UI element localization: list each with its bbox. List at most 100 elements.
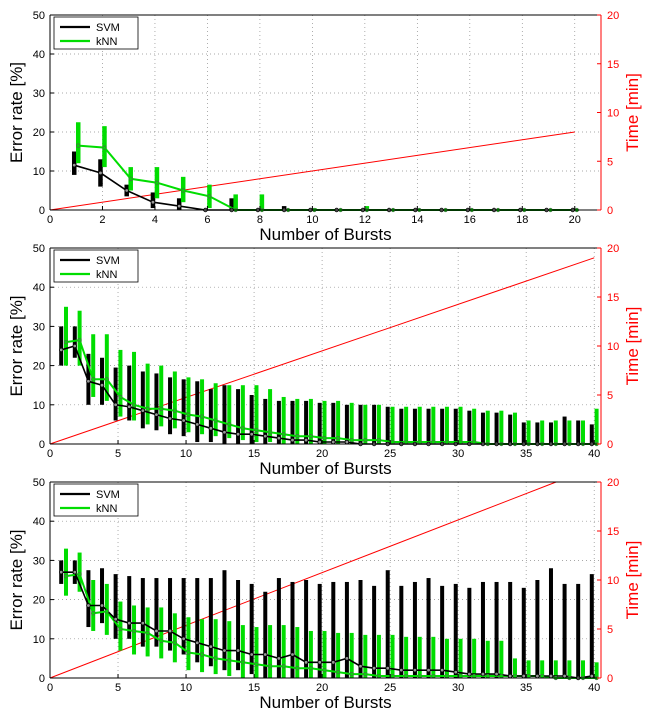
svm-point (412, 667, 418, 673)
knn-point (444, 439, 450, 445)
knn-point (281, 664, 286, 669)
knn-point (404, 673, 409, 679)
x-tick-label: 10 (180, 448, 192, 460)
knn-bar (186, 617, 191, 671)
knn-bar (227, 621, 232, 677)
y2-axis-label: Time [min] (623, 307, 642, 386)
x-tick-label: 10 (180, 682, 192, 694)
svm-point (344, 656, 350, 661)
knn-point (213, 656, 218, 661)
svm-bar (154, 578, 159, 647)
svm-bar (304, 580, 309, 678)
knn-point (512, 673, 518, 679)
svm-point (344, 439, 350, 445)
knn-bar (322, 400, 327, 444)
svm-bar (576, 420, 581, 444)
knn-bar (159, 365, 164, 427)
legend-box (53, 16, 139, 50)
knn-bar (75, 122, 81, 164)
y2-tick-label: 20 (607, 243, 619, 255)
x-tick-label: 0 (47, 448, 53, 460)
x-tick-label: 30 (452, 682, 464, 694)
svm-bar (249, 583, 254, 675)
svm-bar (440, 585, 445, 678)
y-tick-label: 20 (33, 127, 45, 139)
svm-bar (453, 408, 458, 444)
knn-point (227, 422, 232, 427)
knn-point (145, 406, 150, 411)
x-tick-label: 35 (520, 448, 532, 460)
knn-bar (444, 406, 449, 444)
knn-point (363, 671, 368, 677)
svm-point (235, 432, 241, 437)
knn-point (267, 664, 273, 669)
y2-tick-label: 5 (607, 624, 613, 636)
svm-point (98, 170, 103, 176)
x-tick-label: 4 (152, 214, 158, 226)
knn-bar (254, 385, 259, 443)
knn-point (540, 673, 545, 679)
knn-bar (233, 194, 238, 210)
svm-point (276, 435, 282, 441)
knn-bar (526, 660, 531, 678)
y-axis-label: Error rate [%] (7, 295, 26, 396)
knn-bar (499, 640, 504, 678)
svm-point (249, 652, 254, 657)
svm-bar (181, 379, 186, 437)
knn-bar (404, 636, 409, 678)
svm-point (195, 422, 200, 427)
knn-bar (336, 400, 341, 444)
svm-bar (562, 583, 567, 678)
svm-point (99, 603, 105, 608)
knn-point (295, 666, 300, 671)
knn-point (199, 414, 205, 419)
knn-bar (159, 607, 164, 659)
knn-point (76, 143, 81, 148)
knn-point (240, 426, 245, 431)
knn-bar (259, 194, 265, 210)
knn-point (472, 673, 477, 679)
svm-bar (208, 389, 213, 443)
svm-bar (589, 574, 594, 678)
legend-svm-label: SVM (96, 489, 120, 501)
svm-point (72, 162, 77, 168)
knn-bar (376, 404, 381, 444)
y-axis-label: Error rate [%] (7, 62, 26, 163)
legend-box (53, 249, 139, 283)
knn-point (431, 439, 436, 445)
knn-point (128, 176, 133, 181)
y2-tick-label: 10 (607, 575, 619, 587)
svm-bar (127, 365, 132, 421)
y-tick-label: 20 (33, 595, 45, 607)
svm-point (480, 671, 486, 677)
knn-bar (145, 363, 150, 425)
knn-point (376, 437, 382, 443)
knn-point (227, 658, 232, 663)
svm-point (263, 652, 268, 657)
knn-point (118, 626, 123, 632)
knn-point (77, 338, 82, 343)
y-tick-label: 30 (33, 321, 45, 333)
svm-point (150, 199, 156, 205)
y-tick-label: 10 (33, 400, 45, 412)
legend-knn-label: kNN (96, 36, 117, 48)
svm-point (72, 569, 78, 575)
svm-point (140, 408, 146, 413)
svm-bar (494, 581, 499, 678)
x-tick-label: 15 (248, 682, 260, 694)
y2-tick-label: 10 (607, 108, 619, 120)
knn-point (159, 406, 164, 411)
y2-axis-label: Time [min] (623, 541, 642, 620)
knn-point (254, 662, 259, 667)
svm-bar (344, 581, 349, 678)
knn-point (431, 673, 436, 679)
svm-bar (276, 400, 281, 444)
knn-bar (458, 638, 463, 678)
svm-bar (426, 578, 431, 678)
knn-point (118, 394, 123, 400)
knn-bar (567, 660, 572, 678)
svm-point (453, 669, 458, 675)
svm-bar (100, 568, 105, 624)
knn-point (363, 437, 368, 443)
svm-point (426, 667, 431, 673)
